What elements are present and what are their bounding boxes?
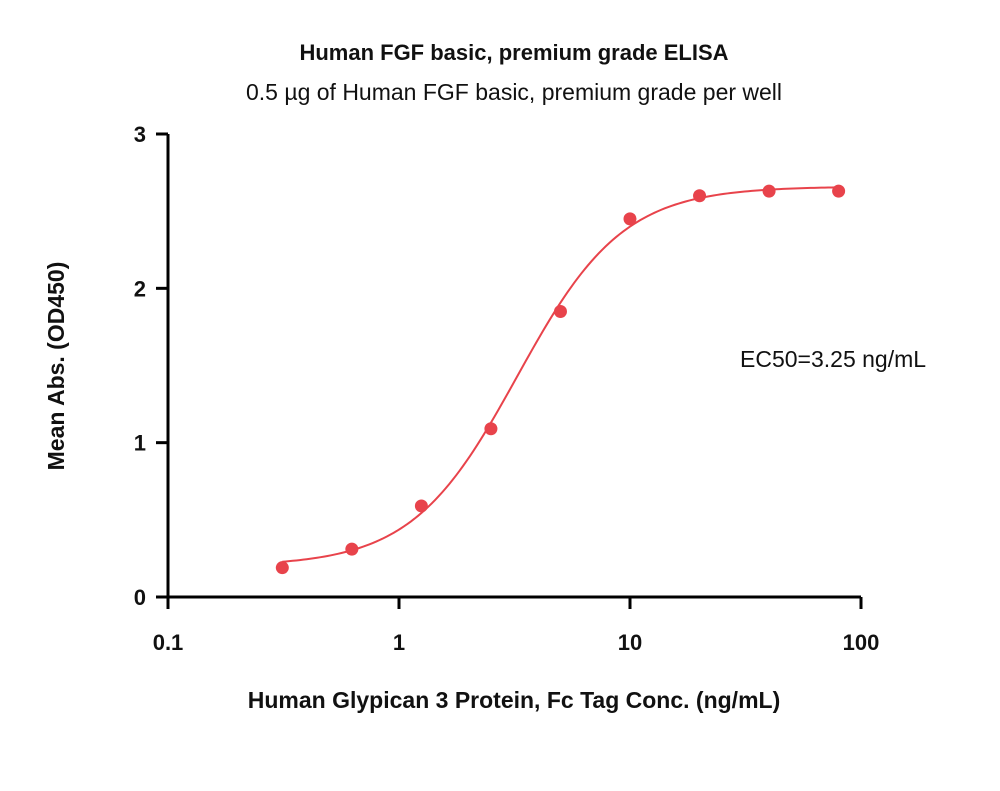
data-point xyxy=(623,212,637,226)
y-tick-label: 1 xyxy=(134,431,146,456)
data-point xyxy=(553,304,567,318)
data-point xyxy=(693,189,707,203)
x-tick-label: 100 xyxy=(843,630,880,655)
x-axis-label: Human Glypican 3 Protein, Fc Tag Conc. (… xyxy=(248,687,780,713)
chart-subtitle: 0.5 µg of Human FGF basic, premium grade… xyxy=(246,79,782,105)
data-point xyxy=(484,422,498,436)
axes xyxy=(166,134,861,599)
x-ticks: 0.1 1 10 100 xyxy=(153,597,880,655)
data-point xyxy=(832,184,846,198)
y-axis-label: Mean Abs. (OD450) xyxy=(43,262,69,471)
y-tick-label: 0 xyxy=(134,585,146,610)
x-tick-label: 0.1 xyxy=(153,630,184,655)
data-point xyxy=(275,561,289,575)
y-tick-label: 3 xyxy=(134,122,146,147)
x-tick-label: 10 xyxy=(618,630,642,655)
x-tick-label: 1 xyxy=(393,630,405,655)
data-point xyxy=(414,499,428,513)
data-points xyxy=(275,184,846,575)
ec50-annotation: EC50=3.25 ng/mL xyxy=(740,346,926,372)
y-ticks: 0 1 2 3 xyxy=(134,122,168,610)
y-tick-label: 2 xyxy=(134,276,146,301)
data-point xyxy=(762,184,776,198)
data-point xyxy=(345,542,359,556)
chart-title: Human FGF basic, premium grade ELISA xyxy=(299,40,728,65)
fit-curve xyxy=(282,186,839,563)
